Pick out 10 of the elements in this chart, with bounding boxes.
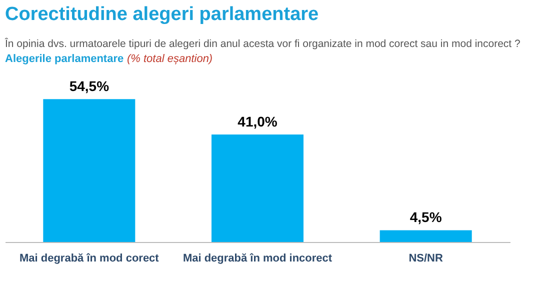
chart-title: Corectitudine alegeri parlamentare (5, 4, 319, 25)
text: (% total eșantion) (127, 53, 213, 65)
x-tick-label: Mai degrabă în mod incorect (182, 252, 332, 264)
chart-subtitle: În opinia dvs. urmatoarele tipuri de alegeri din anul acesta vor fi organizate in mod corect sau in mod incorect ? (4, 37, 521, 50)
data-label: 54,5% (69, 78, 110, 94)
x-tick-label: NS/NR (408, 252, 443, 264)
data-label: 41,0% (238, 114, 278, 130)
data-label: 4,5% (410, 209, 442, 226)
x-tick-label: Mai degrabă în mod corect (19, 252, 160, 264)
text: Alegerile parlamentare (5, 53, 124, 65)
